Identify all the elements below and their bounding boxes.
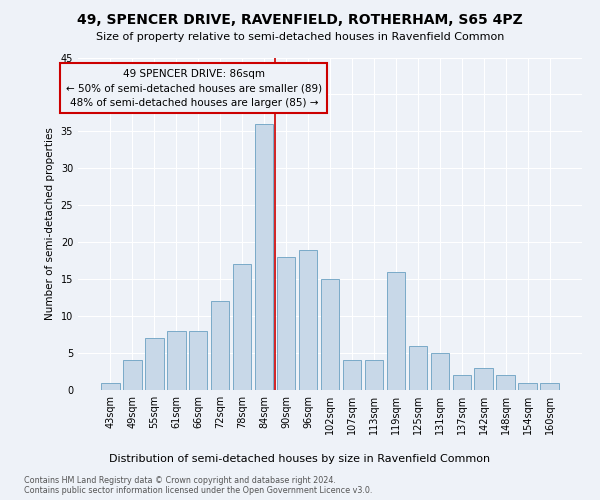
- Bar: [386, 272, 405, 390]
- Bar: [475, 368, 493, 390]
- Bar: [299, 250, 317, 390]
- Y-axis label: Number of semi-detached properties: Number of semi-detached properties: [45, 128, 55, 320]
- Bar: [101, 382, 119, 390]
- Bar: [189, 331, 208, 390]
- Bar: [167, 331, 185, 390]
- Bar: [211, 302, 229, 390]
- Text: Distribution of semi-detached houses by size in Ravenfield Common: Distribution of semi-detached houses by …: [109, 454, 491, 464]
- Bar: [541, 382, 559, 390]
- Bar: [409, 346, 427, 390]
- Text: Contains HM Land Registry data © Crown copyright and database right 2024.
Contai: Contains HM Land Registry data © Crown c…: [24, 476, 373, 495]
- Text: Size of property relative to semi-detached houses in Ravenfield Common: Size of property relative to semi-detach…: [96, 32, 504, 42]
- Bar: [320, 279, 340, 390]
- Text: 49, SPENCER DRIVE, RAVENFIELD, ROTHERHAM, S65 4PZ: 49, SPENCER DRIVE, RAVENFIELD, ROTHERHAM…: [77, 12, 523, 26]
- Bar: [255, 124, 274, 390]
- Bar: [145, 338, 164, 390]
- Text: 49 SPENCER DRIVE: 86sqm
← 50% of semi-detached houses are smaller (89)
48% of se: 49 SPENCER DRIVE: 86sqm ← 50% of semi-de…: [65, 68, 322, 108]
- Bar: [365, 360, 383, 390]
- Bar: [431, 353, 449, 390]
- Bar: [343, 360, 361, 390]
- Bar: [277, 257, 295, 390]
- Bar: [123, 360, 142, 390]
- Bar: [518, 382, 537, 390]
- Bar: [233, 264, 251, 390]
- Bar: [452, 375, 471, 390]
- Bar: [496, 375, 515, 390]
